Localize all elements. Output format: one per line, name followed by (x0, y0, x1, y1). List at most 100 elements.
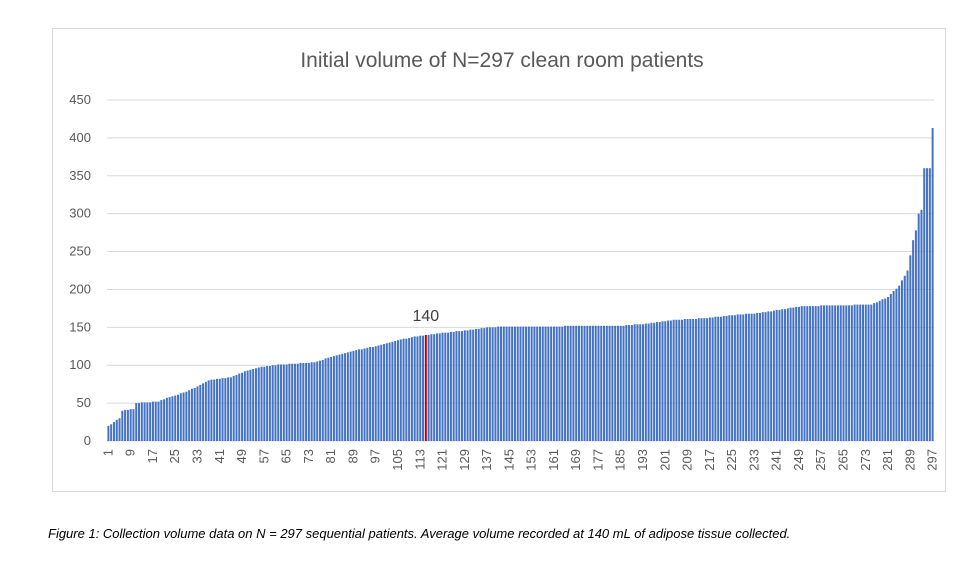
bar-highlight (424, 334, 427, 441)
x-tick-label: 209 (680, 449, 695, 471)
bar (692, 319, 695, 441)
bar (750, 313, 753, 441)
bar (527, 326, 530, 441)
bar (352, 350, 355, 441)
bar (118, 418, 121, 441)
bar (371, 347, 374, 441)
x-tick-label: 73 (301, 449, 316, 463)
bar (926, 168, 929, 441)
bar (711, 317, 714, 441)
bar (842, 305, 845, 441)
bar (909, 255, 912, 441)
x-tick-label: 81 (323, 449, 338, 463)
bar (129, 409, 132, 441)
bar (149, 402, 152, 441)
bar (820, 305, 823, 441)
x-tick-label: 65 (279, 449, 294, 463)
chart-svg: Initial volume of N=297 clean room patie… (69, 49, 939, 471)
bar (480, 328, 483, 441)
bar (513, 326, 516, 441)
bar (488, 327, 491, 441)
x-tick-label: 241 (769, 449, 784, 471)
bar (806, 306, 809, 441)
bar (196, 386, 199, 441)
bar (864, 304, 867, 441)
bar (193, 387, 196, 441)
bar (249, 369, 252, 441)
x-tick-label: 33 (190, 449, 205, 463)
bar (151, 401, 154, 441)
bar (215, 378, 218, 441)
x-tick-label: 49 (234, 449, 249, 463)
bar (853, 304, 856, 441)
y-tick-label: 350 (69, 168, 91, 183)
bar (569, 325, 572, 441)
bar (547, 326, 550, 441)
y-tick-label: 250 (69, 244, 91, 259)
bar (472, 329, 475, 441)
bar (756, 312, 759, 441)
bar (920, 209, 923, 441)
bar (402, 338, 405, 441)
bar (786, 308, 789, 441)
bar (792, 307, 795, 441)
bar (708, 317, 711, 441)
figure-caption: Figure 1: Collection volume data on N = … (48, 526, 791, 541)
bar (291, 363, 294, 441)
y-tick-label: 300 (69, 206, 91, 221)
bar (848, 305, 851, 441)
bar (586, 325, 589, 441)
x-tick-label: 281 (880, 449, 895, 471)
bar (658, 322, 661, 441)
bar (199, 384, 202, 441)
bar (561, 326, 564, 441)
bar (719, 316, 722, 441)
bar (778, 309, 781, 441)
bar (636, 324, 639, 441)
bar (742, 314, 745, 441)
x-tick-label: 289 (902, 449, 917, 471)
bar (525, 326, 528, 441)
bar (502, 326, 505, 441)
bar (185, 391, 188, 441)
bar (625, 325, 628, 441)
bar (268, 365, 271, 441)
bar (828, 305, 831, 441)
bar (321, 359, 324, 441)
x-tick-label: 169 (568, 449, 583, 471)
bars (107, 128, 934, 441)
bar (914, 230, 917, 441)
bar (246, 370, 249, 441)
bar (630, 325, 633, 441)
bar (207, 380, 210, 441)
bar (399, 339, 402, 441)
x-tick-label: 89 (345, 449, 360, 463)
bar (396, 340, 399, 441)
bar (831, 305, 834, 441)
bar (784, 309, 787, 441)
chart-frame: Initial volume of N=297 clean room patie… (52, 28, 946, 492)
bar (227, 377, 230, 441)
bar (608, 325, 611, 441)
bar (335, 355, 338, 441)
bar (366, 347, 369, 441)
bar (408, 337, 411, 441)
bar (892, 290, 895, 441)
bar (850, 305, 853, 441)
bar (770, 311, 773, 441)
bar (171, 396, 174, 441)
y-tick-label: 400 (69, 130, 91, 145)
bar (305, 362, 308, 441)
bar (541, 326, 544, 441)
bar (422, 335, 425, 441)
bar (889, 293, 892, 441)
x-tick-label: 273 (858, 449, 873, 471)
bar (346, 352, 349, 441)
bar (511, 326, 514, 441)
bar (912, 240, 915, 441)
bar (572, 325, 575, 441)
bar (817, 306, 820, 441)
bar (394, 340, 397, 441)
x-tick-label: 153 (524, 449, 539, 471)
bar (135, 403, 138, 441)
